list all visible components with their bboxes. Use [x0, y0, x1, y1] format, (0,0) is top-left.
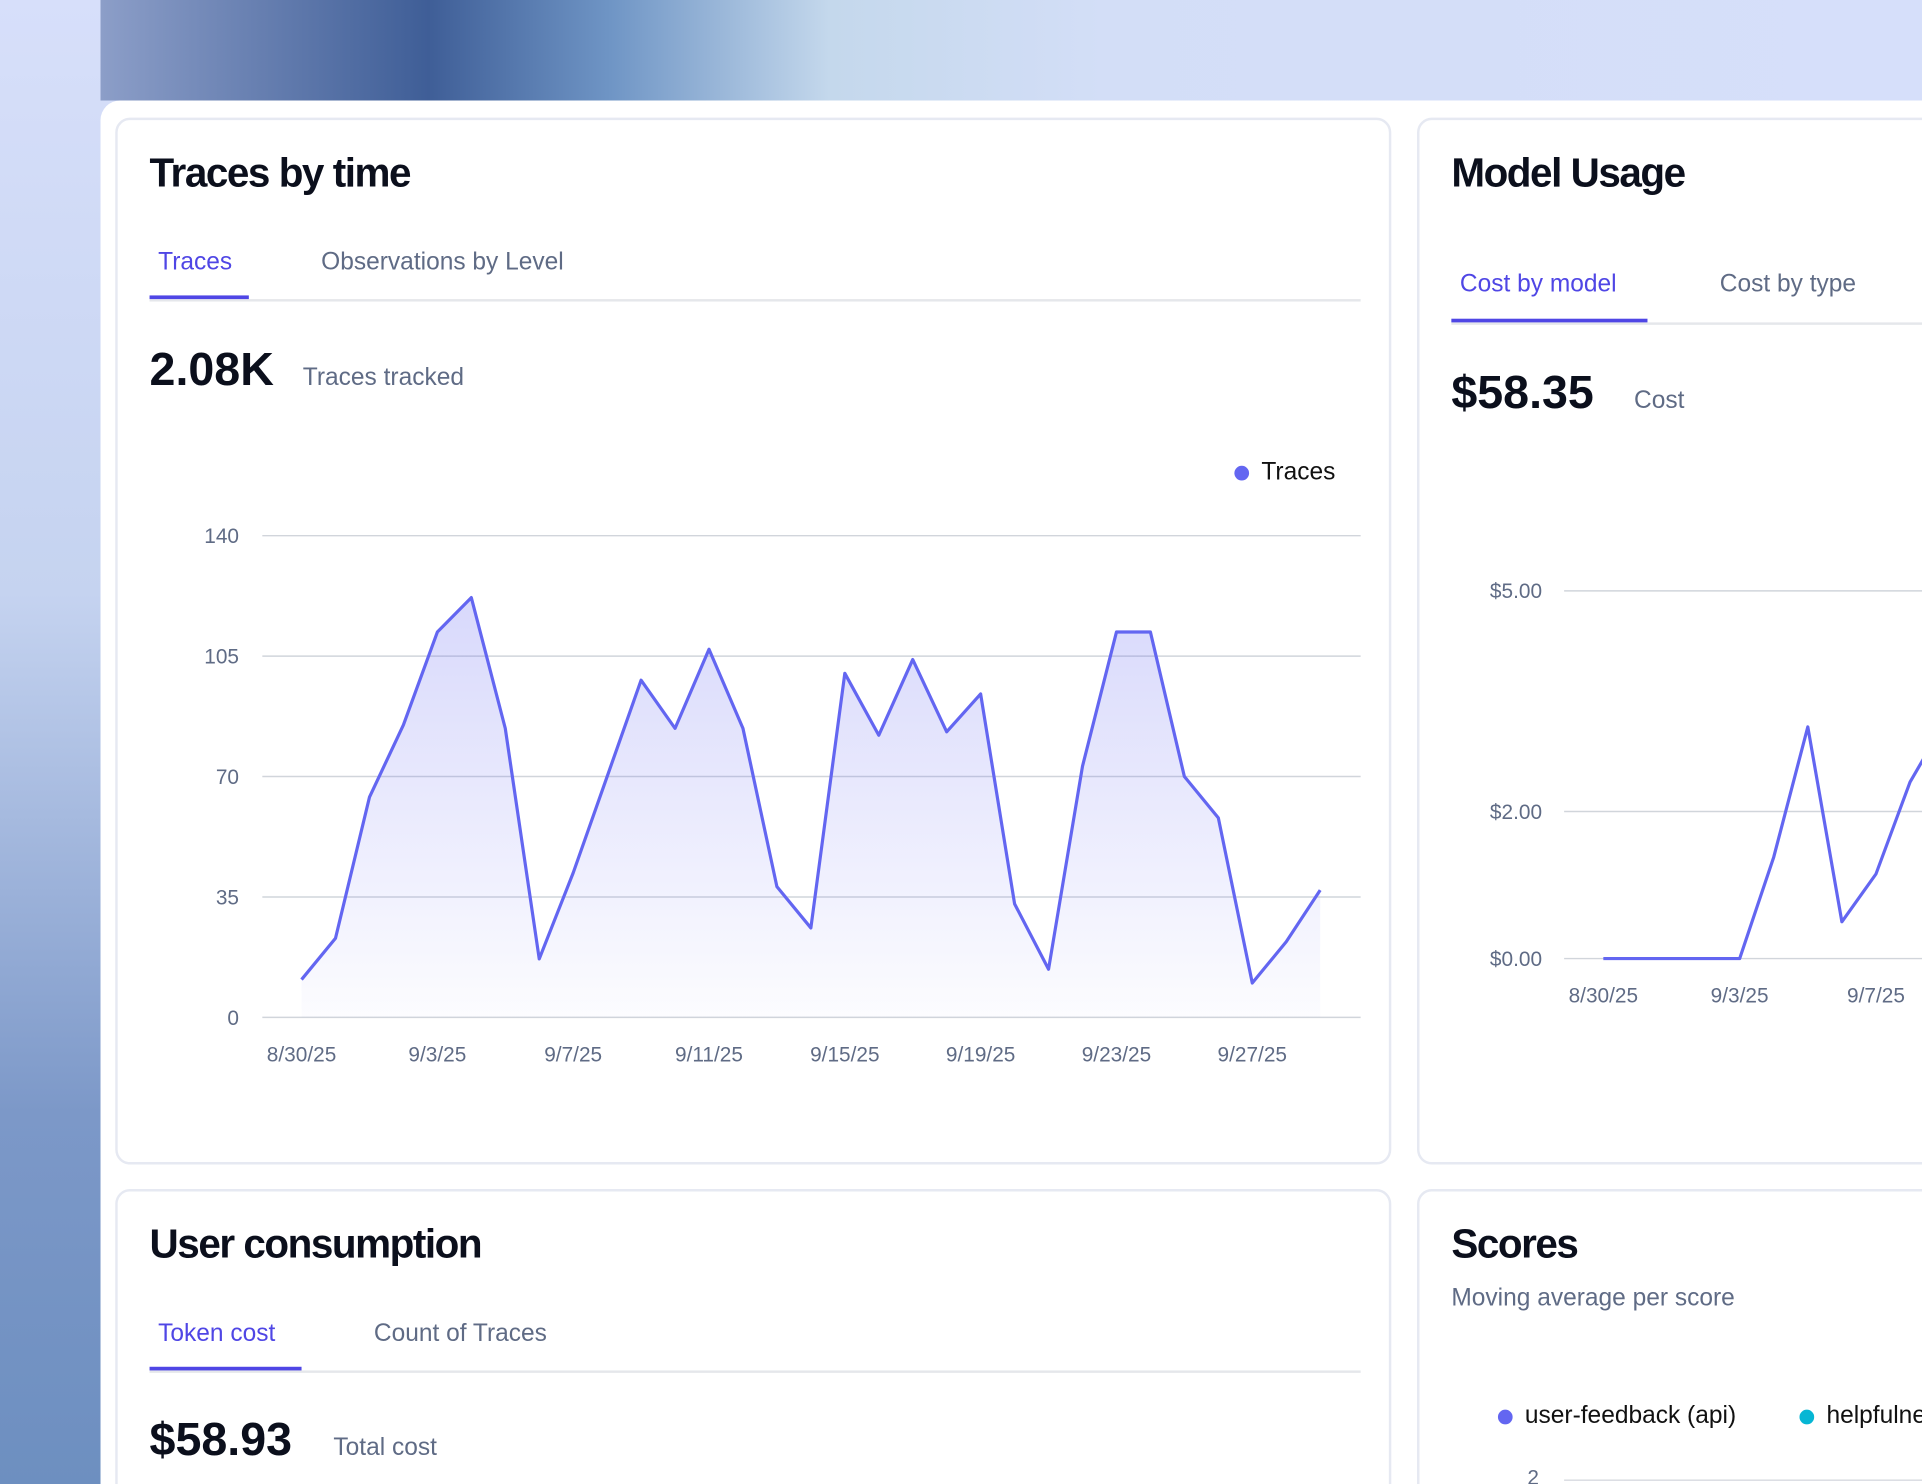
- x-tick-label: 9/11/25: [675, 1044, 743, 1067]
- metric-label: Total cost: [333, 1434, 437, 1462]
- tab-count-of-traces[interactable]: Count of Traces: [373, 1320, 547, 1348]
- tab-bar: [149, 299, 1361, 302]
- gridline: [1564, 1479, 1922, 1481]
- active-tab-indicator: [1451, 318, 1648, 323]
- traces-card: Traces by time Traces Observations by Le…: [115, 117, 1392, 1165]
- cost-by-model-chart: $0.00 $2.00 $5.00 8/30/25 9/3/25 9/7/25: [1490, 580, 1922, 1008]
- tab-token-cost[interactable]: Token cost: [158, 1320, 276, 1348]
- tab-traces[interactable]: Traces: [158, 248, 233, 276]
- x-tick-label: 9/7/25: [544, 1044, 602, 1067]
- x-tick-label: 8/30/25: [267, 1044, 336, 1067]
- y-tick-label: 70: [216, 766, 239, 789]
- chart-legend: Traces: [1234, 458, 1335, 486]
- metric-value: $58.93: [149, 1414, 293, 1467]
- series-area: [301, 597, 1321, 1018]
- tab-bar: [1451, 322, 1922, 325]
- legend-dot: [1799, 1409, 1815, 1424]
- scores-card: Scores Moving average per score user-fee…: [1417, 1189, 1922, 1484]
- background-band: [100, 0, 1922, 101]
- legend-label: helpfulness: [1826, 1402, 1922, 1430]
- model-usage-card: Model Usage Cost by model Cost by type $…: [1417, 117, 1922, 1165]
- active-tab-indicator: [149, 295, 249, 300]
- metric-label: Cost: [1633, 387, 1685, 415]
- metric-value: $58.35: [1451, 367, 1594, 420]
- tab-cost-by-type[interactable]: Cost by type: [1719, 270, 1857, 298]
- tab-bar: [149, 1370, 1361, 1373]
- legend-label: user-feedback (api): [1524, 1402, 1737, 1430]
- traces-chart: 0 35 70 105 140 8/30/25 9/3/25 9/7/25 9/11/25 9/1…: [204, 525, 1361, 1067]
- x-tick-label: 9/7/25: [1847, 985, 1905, 1008]
- y-tick-label: $2.00: [1490, 801, 1542, 824]
- x-tick-label: 8/30/25: [1569, 985, 1639, 1008]
- legend-label: Traces: [1261, 458, 1336, 486]
- card-title: Model Usage: [1451, 149, 1686, 195]
- card-title: Traces by time: [149, 149, 412, 195]
- legend-helpfulness: helpfulness: [1799, 1402, 1922, 1430]
- legend-user-feedback: user-feedback (api): [1497, 1402, 1737, 1430]
- series-line: [1603, 725, 1922, 961]
- card-subtitle: Moving average per score: [1451, 1284, 1735, 1312]
- tab-observations-by-level[interactable]: Observations by Level: [321, 248, 564, 276]
- x-tick-label: 9/19/25: [946, 1044, 1016, 1067]
- metric-value: 2.08K: [149, 344, 274, 396]
- metric-label: Traces tracked: [302, 364, 465, 392]
- y-tick-label: 105: [204, 645, 239, 668]
- y-tick-label: 0: [227, 1007, 239, 1030]
- card-title: User consumption: [149, 1220, 483, 1267]
- x-tick-label: 9/27/25: [1218, 1044, 1288, 1067]
- x-tick-label: 9/23/25: [1082, 1044, 1152, 1067]
- y-tick-label: 2: [1527, 1466, 1539, 1484]
- legend-dot: [1234, 465, 1250, 480]
- x-tick-label: 9/3/25: [408, 1044, 466, 1067]
- y-tick-label: 35: [216, 886, 239, 909]
- x-tick-label: 9/3/25: [1711, 985, 1769, 1008]
- user-consumption-card: User consumption Token cost Count of Tra…: [115, 1189, 1392, 1484]
- x-tick-label: 9/15/25: [810, 1044, 880, 1067]
- tab-cost-by-model[interactable]: Cost by model: [1459, 270, 1617, 298]
- y-tick-label: $0.00: [1490, 948, 1542, 971]
- y-tick-label: 140: [204, 525, 239, 548]
- legend-dot: [1497, 1409, 1513, 1424]
- card-title: Scores: [1451, 1220, 1579, 1267]
- y-tick-label: $5.00: [1490, 580, 1542, 603]
- active-tab-indicator: [149, 1366, 302, 1371]
